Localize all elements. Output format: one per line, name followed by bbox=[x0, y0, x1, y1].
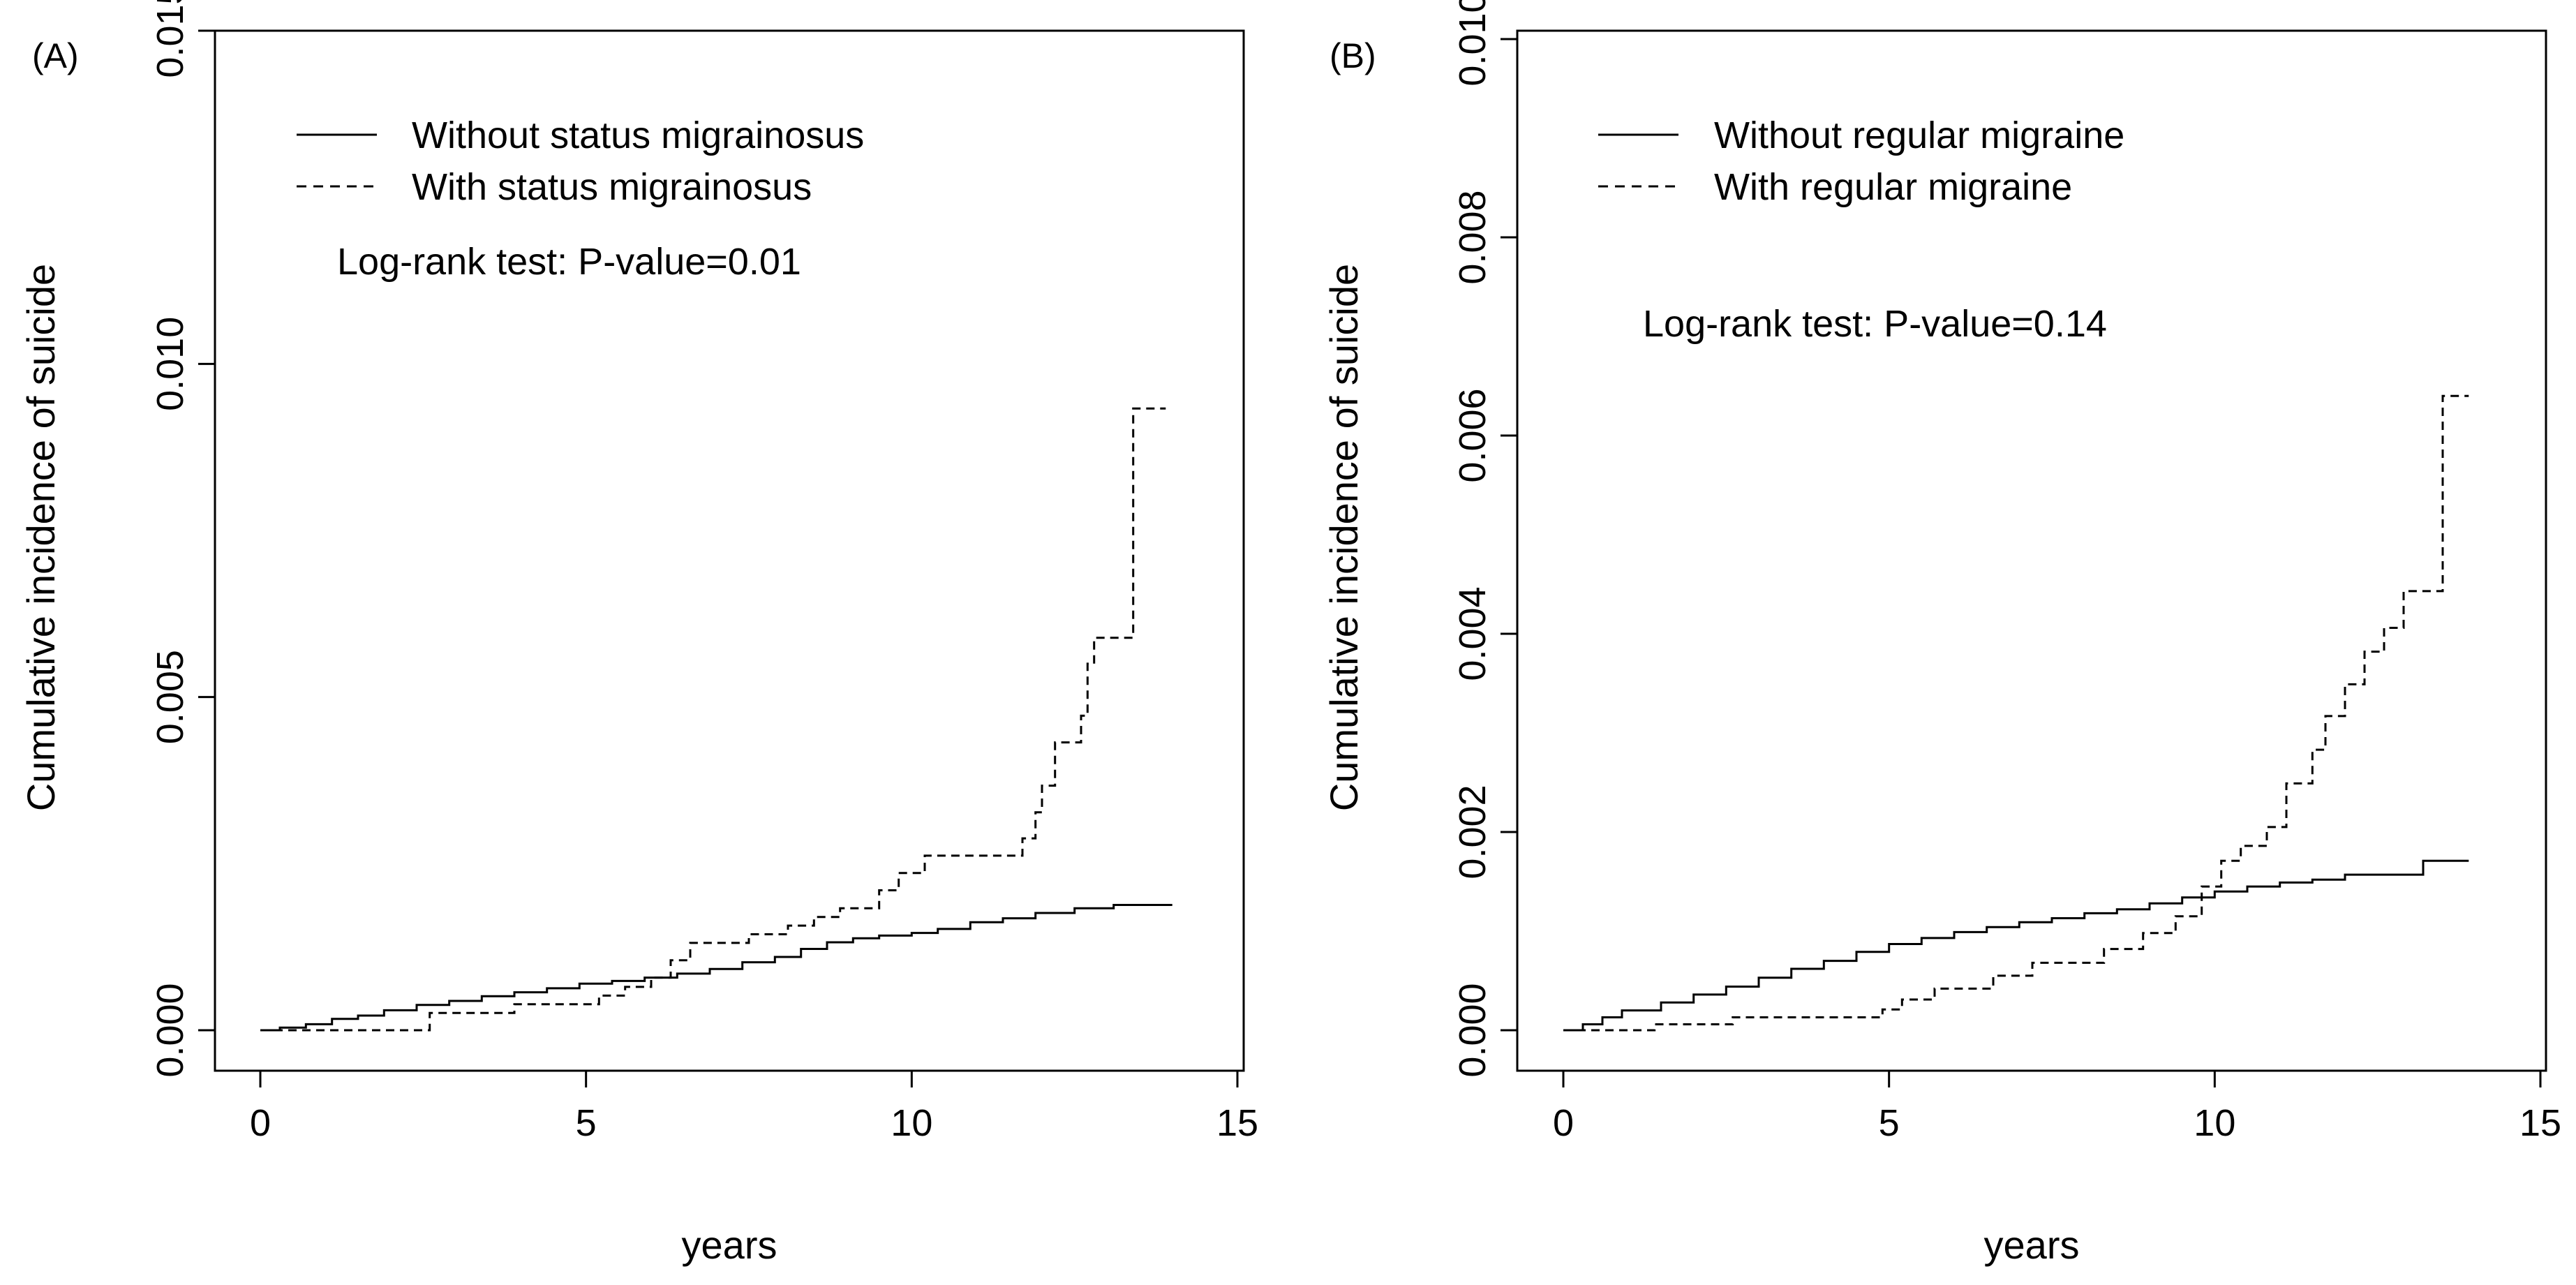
panel-b-legend: Without regular migraine With regular mi… bbox=[1598, 114, 2124, 208]
panel-b-y-tick-label: 0.004 bbox=[1452, 586, 1494, 681]
panel-a-y-tick-label: 0.005 bbox=[149, 650, 191, 744]
panel-b-y-axis: 0.000 0.002 0.004 0.006 0.008 0.010 bbox=[1452, 0, 1519, 1078]
panel-b-x-tick-label: 15 bbox=[2519, 1102, 2561, 1144]
panel-b-x-tick-label: 5 bbox=[1879, 1102, 1900, 1144]
panel-a-logrank-annotation: Log-rank test: P-value=0.01 bbox=[337, 241, 801, 283]
panel-b-logrank-annotation: Log-rank test: P-value=0.14 bbox=[1643, 303, 2107, 345]
panel-a: (A) 0 5 10 15 0.000 0.005 0.010 0.015 years Cu… bbox=[19, 0, 1258, 1267]
panel-b-y-axis-title: Cumulative incidence of suicide bbox=[1322, 264, 1366, 811]
panel-b: (B) 0 5 10 15 0.000 0.002 0.004 0.006 0.008 0.01… bbox=[1322, 0, 2561, 1267]
panel-b-x-tick-label: 0 bbox=[1553, 1102, 1574, 1144]
panel-b-series-dashed-line bbox=[1563, 394, 2469, 1032]
panel-b-x-tick-label: 10 bbox=[2194, 1102, 2235, 1144]
panel-a-legend: Without status migrainosus With status m… bbox=[297, 114, 864, 208]
panel-a-y-tick-label: 0.000 bbox=[149, 983, 191, 1077]
panel-b-y-tick-label: 0.010 bbox=[1452, 0, 1494, 87]
panel-b-legend-label-2: With regular migraine bbox=[1714, 166, 2072, 208]
panel-b-series-solid-line bbox=[1563, 859, 2469, 1032]
panel-b-x-axis-title: years bbox=[1984, 1223, 2080, 1267]
panel-b-y-tick-label: 0.002 bbox=[1452, 785, 1494, 879]
panel-a-series-solid-line bbox=[260, 904, 1172, 1032]
panel-a-y-axis-title: Cumulative incidence of suicide bbox=[19, 264, 63, 811]
panel-a-x-tick-label: 10 bbox=[891, 1102, 932, 1144]
panel-b-label: (B) bbox=[1330, 36, 1376, 75]
panel-a-series bbox=[260, 407, 1172, 1032]
panel-a-x-tick-label: 0 bbox=[250, 1102, 271, 1144]
panel-a-y-axis: 0.000 0.005 0.010 0.015 bbox=[149, 0, 216, 1078]
panel-b-series bbox=[1563, 394, 2469, 1032]
panel-a-x-axis-title: years bbox=[682, 1223, 777, 1267]
panel-a-label: (A) bbox=[32, 36, 79, 75]
panel-a-y-tick-label: 0.015 bbox=[149, 0, 191, 78]
panel-a-x-axis: 0 5 10 15 bbox=[250, 1069, 1258, 1144]
panel-a-x-tick-label: 5 bbox=[576, 1102, 597, 1144]
panel-b-y-tick-label: 0.008 bbox=[1452, 190, 1494, 284]
panel-a-legend-label-1: Without status migrainosus bbox=[412, 114, 864, 156]
panel-b-y-tick-label: 0.006 bbox=[1452, 388, 1494, 482]
panel-a-y-tick-label: 0.010 bbox=[149, 317, 191, 411]
panel-b-y-tick-label: 0.000 bbox=[1452, 983, 1494, 1077]
panel-a-legend-label-2: With status migrainosus bbox=[412, 166, 812, 208]
panel-a-series-dashed-line bbox=[260, 407, 1166, 1032]
panel-b-x-axis: 0 5 10 15 bbox=[1553, 1069, 2561, 1144]
panel-b-legend-label-1: Without regular migraine bbox=[1714, 114, 2124, 156]
panel-a-x-tick-label: 15 bbox=[1216, 1102, 1258, 1144]
